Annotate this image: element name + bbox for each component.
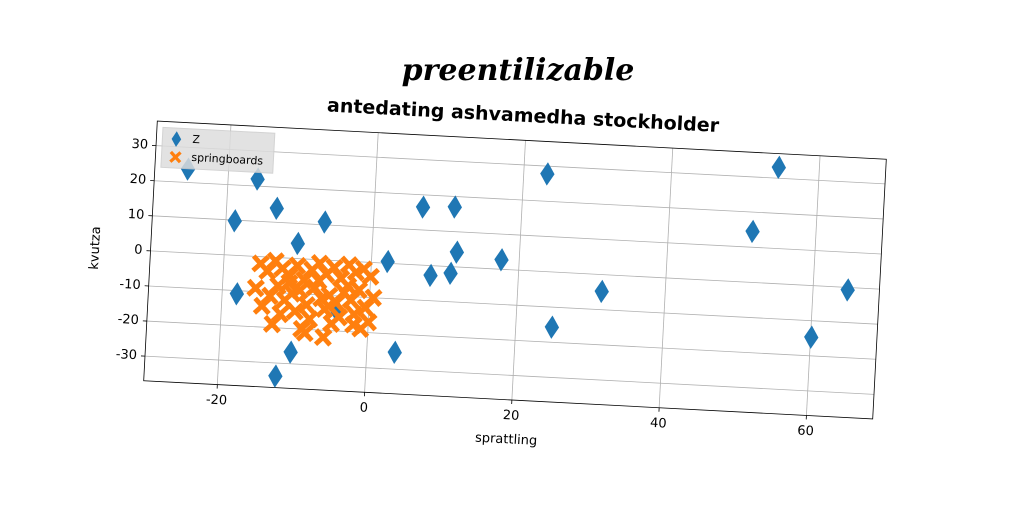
grid-line — [152, 215, 882, 255]
point — [279, 273, 299, 293]
x-tick-label: 60 — [797, 424, 814, 440]
point — [540, 162, 555, 186]
legend-label: springboards — [191, 151, 264, 168]
point — [297, 295, 316, 315]
point — [338, 276, 358, 296]
point — [594, 279, 609, 304]
point — [313, 328, 333, 347]
point — [361, 267, 380, 286]
point — [310, 254, 329, 273]
y-tick-label: -10 — [119, 277, 141, 293]
plot-group: antedating ashvamedha stockholder spratt… — [87, 94, 887, 449]
point — [283, 340, 298, 364]
point — [423, 263, 438, 288]
point — [246, 278, 265, 298]
point — [290, 281, 310, 300]
grid-line — [146, 320, 876, 360]
y-axis-label: kvutza — [87, 226, 104, 270]
point — [252, 296, 272, 316]
point — [317, 210, 332, 234]
point — [804, 325, 819, 349]
point — [380, 249, 395, 274]
point — [324, 258, 344, 277]
point — [309, 271, 329, 291]
point — [344, 315, 363, 335]
x-tick-label: 20 — [502, 408, 519, 424]
point — [449, 240, 465, 264]
point — [349, 280, 369, 300]
y-tick-label: 0 — [134, 243, 143, 258]
point — [285, 301, 305, 321]
point — [494, 248, 509, 272]
chart-title: antedating ashvamedha stockholder — [327, 94, 721, 137]
x-tick-label: -20 — [206, 393, 228, 409]
legend-box — [160, 126, 276, 174]
point — [295, 323, 315, 343]
point — [745, 219, 760, 244]
point — [443, 261, 458, 285]
point — [544, 315, 560, 339]
point — [262, 314, 282, 334]
grid-line — [155, 145, 886, 185]
grid-line — [144, 355, 875, 395]
grid-line — [154, 180, 884, 220]
point — [447, 195, 462, 219]
point — [290, 231, 306, 256]
x-axis-label: sprattling — [475, 431, 538, 449]
y-tick-label: 20 — [129, 172, 146, 188]
point — [315, 300, 334, 319]
point — [250, 167, 265, 191]
point — [269, 196, 284, 220]
point — [268, 364, 283, 388]
y-tick-label: -30 — [115, 347, 137, 363]
point — [387, 340, 402, 365]
point — [363, 288, 383, 308]
legend-marker — [171, 131, 182, 147]
y-tick-label: -20 — [117, 312, 139, 328]
point — [415, 195, 431, 219]
suptitle: preentilizable — [402, 53, 635, 88]
point — [227, 209, 242, 233]
x-tick-label: 40 — [650, 416, 667, 432]
x-tick-label: 0 — [359, 401, 368, 416]
point — [229, 282, 245, 306]
y-tick-label: 10 — [127, 207, 144, 223]
y-tick-label: 30 — [131, 137, 148, 153]
plot-frame — [143, 120, 887, 420]
point — [840, 278, 855, 302]
point — [771, 155, 787, 180]
legend-marker — [169, 150, 182, 164]
legend-label: Z — [192, 133, 201, 146]
point — [322, 314, 341, 333]
point — [288, 256, 307, 275]
